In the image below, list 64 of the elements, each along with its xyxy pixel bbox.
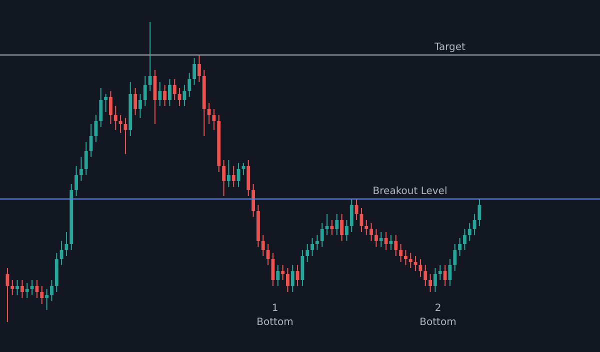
candlestick (222, 159, 226, 196)
candlestick (310, 237, 314, 256)
candlestick (192, 57, 196, 86)
candlestick (198, 54, 201, 82)
annotation: Bottom (256, 317, 294, 328)
candlestick (394, 234, 398, 256)
candlestick (290, 264, 294, 292)
candlestick (10, 280, 14, 296)
candlestick (232, 165, 236, 188)
candlestick (399, 243, 402, 262)
candlestick (84, 141, 88, 176)
candlestick (364, 219, 368, 236)
candlestick (281, 264, 284, 280)
candlestick (306, 243, 310, 262)
candlestick (276, 264, 280, 286)
candlestick (20, 280, 24, 298)
candlestick (134, 87, 137, 116)
candlestick (404, 249, 408, 266)
candlestick (428, 274, 432, 292)
candlestick (340, 213, 344, 242)
candlestick (286, 268, 290, 292)
candlestick (370, 222, 373, 242)
candlestick (45, 288, 48, 310)
candlestick (453, 243, 457, 272)
annotation: 1 (272, 303, 278, 314)
candlestick (227, 159, 230, 188)
annotation: Bottom (420, 317, 456, 328)
ref-line-label: Breakout Level (372, 186, 448, 197)
candlestick (109, 90, 112, 124)
candlestick (80, 156, 83, 182)
candlestick (168, 78, 172, 106)
candlestick (40, 286, 44, 304)
candlestick (350, 198, 354, 232)
ref-line-label: Target (434, 42, 466, 53)
candlestick (379, 231, 383, 248)
candlestick (25, 282, 29, 298)
candlestick (74, 165, 78, 196)
candlestick (320, 222, 324, 248)
candlestick (335, 213, 339, 236)
candlestick (246, 159, 250, 196)
candlestick (16, 280, 19, 296)
candlestick (424, 264, 428, 286)
candlestick (138, 93, 142, 118)
candlestick (438, 264, 442, 280)
candlestick (261, 234, 265, 256)
candlestick (104, 93, 108, 112)
candlestick (163, 84, 166, 106)
candlestick (434, 268, 437, 292)
candlestick (374, 228, 378, 248)
annotation: 2 (434, 303, 442, 314)
candlestick (99, 87, 103, 128)
candlestick (172, 78, 176, 100)
candlestick (468, 222, 472, 242)
candlestick (188, 72, 192, 98)
candlestick (114, 105, 118, 130)
candlestick (458, 237, 462, 256)
candlestick (50, 280, 54, 302)
candlestick (252, 183, 255, 218)
candlestick (345, 219, 348, 242)
candlestick (408, 252, 412, 268)
candlestick (158, 81, 162, 106)
candlestick (143, 75, 147, 106)
candlestick (316, 234, 319, 250)
candlestick (463, 228, 466, 250)
